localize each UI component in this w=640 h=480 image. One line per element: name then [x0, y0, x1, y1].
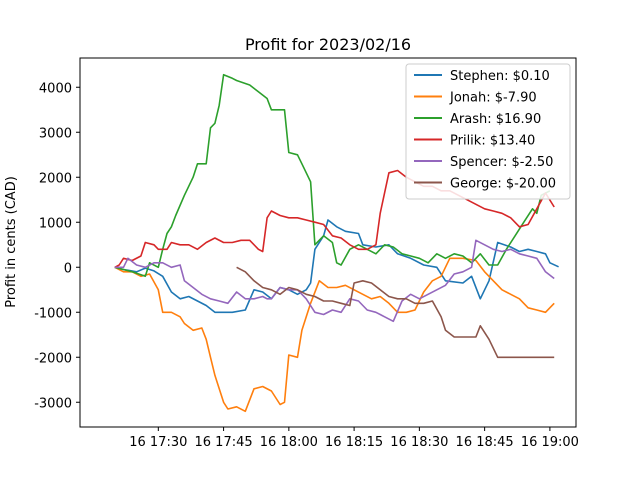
legend-label: Stephen: $0.10 — [450, 69, 550, 84]
y-tick-label: 2000 — [39, 171, 72, 186]
legend-label: Spencer: $-2.50 — [450, 155, 553, 170]
series-line-6 — [236, 266, 555, 359]
y-axis-label: Profit in cents (CAD) — [4, 176, 19, 308]
series-line-2 — [114, 257, 555, 413]
y-tick-label: 1000 — [39, 216, 72, 231]
legend-label: Prilik: $13.40 — [450, 134, 535, 149]
x-tick-label: 16 18:45 — [456, 435, 514, 450]
x-tick-label: 16 17:45 — [195, 435, 253, 450]
x-tick-label: 16 18:00 — [260, 435, 318, 450]
y-tick-label: -1000 — [34, 306, 72, 321]
legend-box — [405, 63, 571, 200]
y-tick-label: -2000 — [34, 351, 72, 366]
y-tick-label: 4000 — [39, 81, 72, 96]
x-tick-label: 16 17:30 — [129, 435, 187, 450]
legend-label: Arash: $16.90 — [450, 112, 541, 127]
legend: Stephen: $0.10 Jonah: $-7.90 Arash: $16.90… — [405, 63, 571, 200]
series-line-3 — [114, 73, 551, 278]
plot-area — [79, 57, 577, 428]
chart-title: Profit for 2023/02/16 — [245, 35, 411, 54]
series-line-1 — [114, 219, 559, 314]
x-tick-label: 16 19:00 — [521, 435, 579, 450]
y-axis: -3000 -2000 -1000 0 1000 2000 3000 4000 — [34, 81, 80, 411]
x-tick-label: 16 18:30 — [390, 435, 448, 450]
y-tick-label: -3000 — [34, 396, 72, 411]
legend-label: Jonah: $-7.90 — [449, 91, 537, 106]
series-layer — [114, 73, 559, 413]
x-axis: 16 17:30 16 17:45 16 18:00 16 18:15 16 18:30… — [129, 427, 579, 450]
legend-label: George: $-20.00 — [450, 177, 556, 192]
series-line-4 — [114, 169, 555, 269]
series-line-5 — [114, 239, 555, 323]
x-tick-label: 16 18:15 — [325, 435, 383, 450]
y-tick-label: 3000 — [39, 126, 72, 141]
y-tick-label: 0 — [64, 261, 72, 276]
plot-frame — [79, 57, 577, 428]
